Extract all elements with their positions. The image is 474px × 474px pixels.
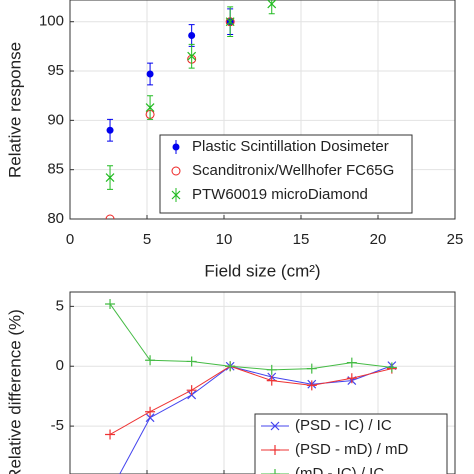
x-tick-label: 10	[216, 231, 233, 248]
marker	[386, 362, 397, 373]
y-tick-label: 5	[56, 297, 64, 314]
marker	[266, 364, 277, 375]
series-line	[109, 365, 392, 435]
marker	[106, 126, 114, 134]
marker	[266, 375, 277, 386]
y-axis-label: Relative response	[5, 42, 24, 178]
marker	[105, 298, 116, 309]
marker	[225, 361, 236, 372]
marker	[225, 17, 235, 27]
plot-area	[105, 298, 397, 474]
y-tick-label: 90	[47, 111, 64, 128]
legend-box	[254, 413, 448, 474]
x-tick-label: 15	[293, 231, 310, 248]
plot-frame	[69, 291, 456, 474]
marker	[346, 357, 357, 368]
legend-label: Scanditronix/Wellhofer FC65G	[192, 162, 394, 179]
y-tick-label: 95	[47, 62, 64, 79]
marker	[186, 385, 197, 396]
marker	[145, 103, 155, 112]
marker	[145, 406, 156, 417]
x-tick-label: 5	[143, 231, 151, 248]
y-tick-label: 0	[56, 357, 64, 374]
legend-label: PTW60019 microDiamond	[192, 186, 368, 203]
y-tick-label: 85	[47, 161, 64, 178]
legend-label: (PSD - IC) / IC	[295, 417, 392, 434]
series-line	[109, 303, 392, 371]
x-tick-label: 20	[370, 231, 387, 248]
marker	[145, 355, 156, 366]
legend-label: (PSD - mD) / mD	[295, 441, 408, 458]
legend-label: (mD - IC) / IC	[295, 465, 384, 474]
marker	[171, 190, 181, 200]
marker	[172, 143, 180, 151]
marker	[187, 51, 197, 61]
marker	[145, 413, 155, 423]
legend-label: Plastic Scintillation Dosimeter	[192, 138, 389, 155]
plot-area	[105, 0, 277, 219]
marker	[270, 421, 280, 431]
marker	[105, 429, 116, 440]
plot-frame	[69, 0, 456, 220]
marker	[306, 380, 317, 391]
legend-box	[159, 134, 413, 214]
marker	[188, 32, 196, 40]
marker	[105, 214, 115, 219]
marker	[186, 356, 197, 367]
y-tick-label: -5	[51, 417, 64, 434]
x-tick-label: 0	[66, 231, 74, 248]
marker	[346, 373, 357, 384]
y-tick-label: 80	[47, 210, 64, 227]
marker	[306, 363, 317, 374]
x-axis-label: Field size (cm²)	[204, 261, 320, 280]
marker	[270, 469, 280, 474]
marker	[105, 173, 115, 182]
marker	[267, 0, 277, 9]
y-axis-label: Relative difference (%)	[5, 309, 24, 474]
marker	[171, 166, 181, 176]
series-line	[119, 365, 393, 474]
marker	[146, 70, 154, 78]
marker	[270, 445, 280, 455]
x-tick-label: 25	[447, 231, 464, 248]
y-tick-label: 100	[39, 13, 64, 30]
